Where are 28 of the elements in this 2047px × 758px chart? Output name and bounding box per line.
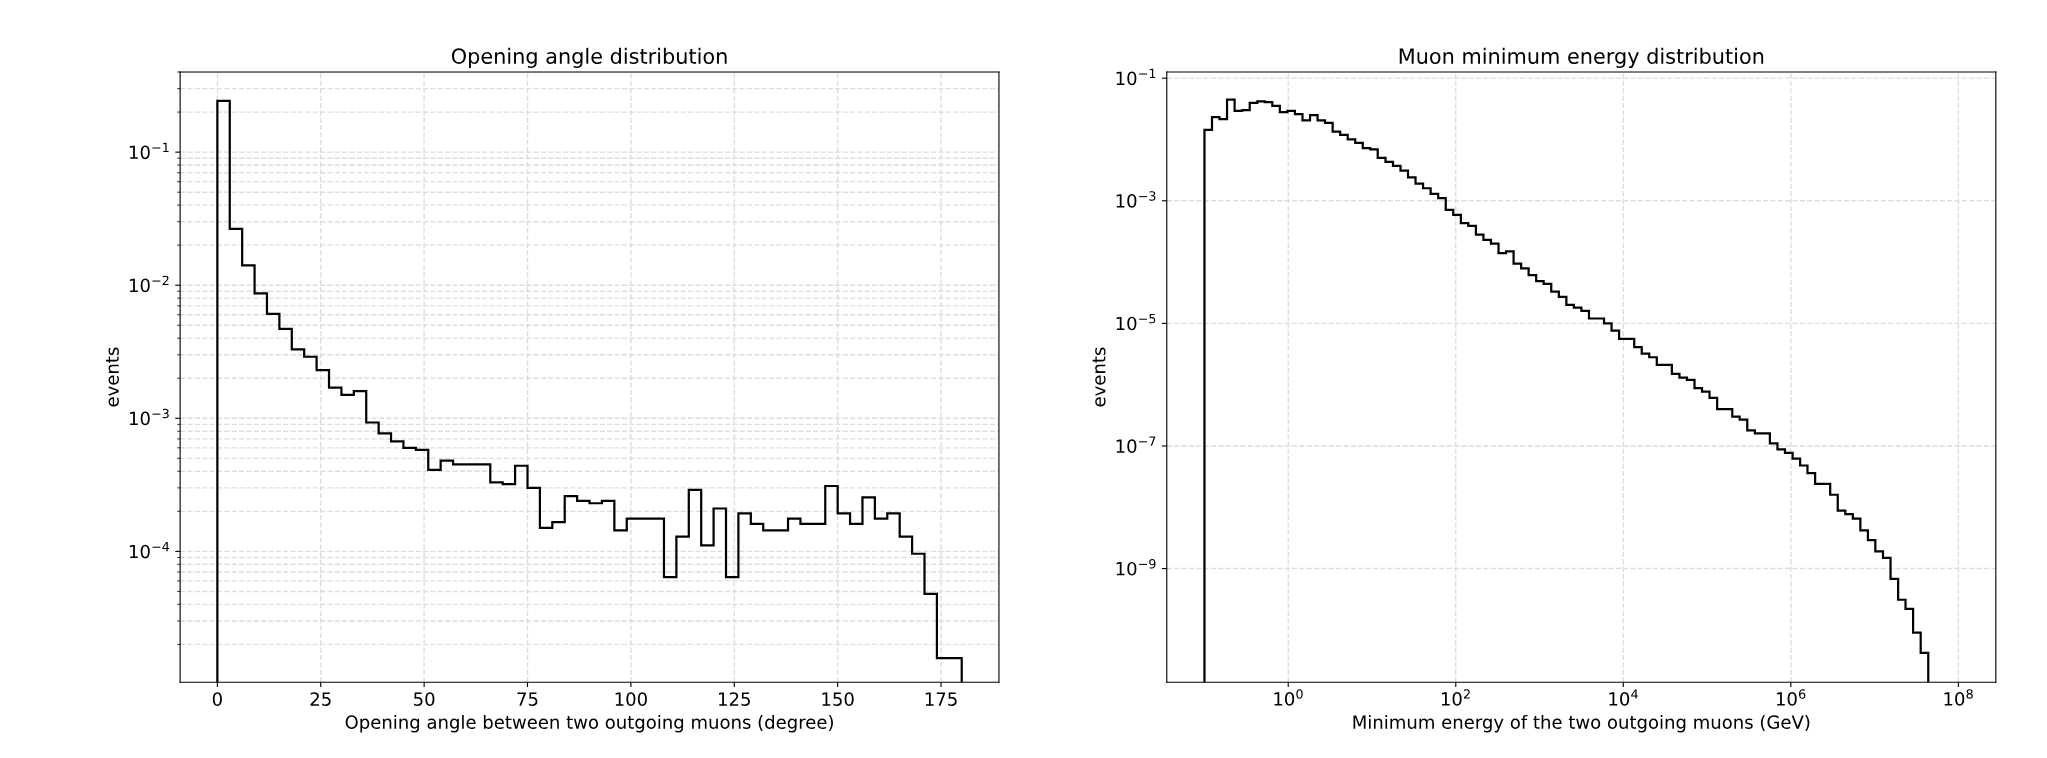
x-tick-label: 0 [212, 692, 222, 706]
x-tick-label: 10$^{8}$ [1944, 689, 1973, 706]
x-tick-label: 50 [414, 692, 435, 706]
y-tick-label: 10$^{−4}$ [129, 541, 170, 559]
y-axis-title: events [105, 347, 119, 407]
x-tick-label: 25 [310, 692, 331, 706]
y-tick-label: 10$^{−5}$ [1116, 313, 1156, 331]
x-tick-label: 100 [615, 692, 647, 706]
x-tick-label: 10$^{0}$ [1274, 689, 1303, 706]
y-tick-label: 10$^{−3}$ [129, 408, 169, 426]
x-tick-label: 10$^{4}$ [1609, 689, 1638, 706]
chart-title: Opening angle distribution [451, 47, 727, 69]
x-tick-label: 10$^{2}$ [1441, 689, 1470, 706]
y-tick-label: 10$^{−7}$ [1116, 436, 1156, 453]
x-tick-label: 75 [517, 692, 538, 706]
chart-title: Muon minimum energy distribution [1399, 47, 1764, 69]
x-axis-title: Minimum energy of the two outgoing muons (GeV) [1353, 714, 1810, 733]
x-tick-label: 10$^{6}$ [1776, 689, 1806, 706]
y-tick-label: 10$^{−9}$ [1116, 558, 1156, 576]
x-axis-title: Opening angle between two outgoing muons (degree) [345, 714, 833, 733]
y-tick-label: 10$^{−1}$ [1116, 68, 1156, 86]
x-tick-label: 150 [822, 692, 854, 706]
x-tick-label: 175 [925, 692, 957, 706]
y-tick-label: 10$^{−3}$ [1116, 191, 1156, 208]
y-tick-label: 10$^{−2}$ [129, 275, 169, 293]
y-tick-label: 10$^{−1}$ [129, 142, 169, 160]
x-tick-label: 125 [719, 692, 750, 706]
y-axis-title: events [1092, 347, 1106, 407]
